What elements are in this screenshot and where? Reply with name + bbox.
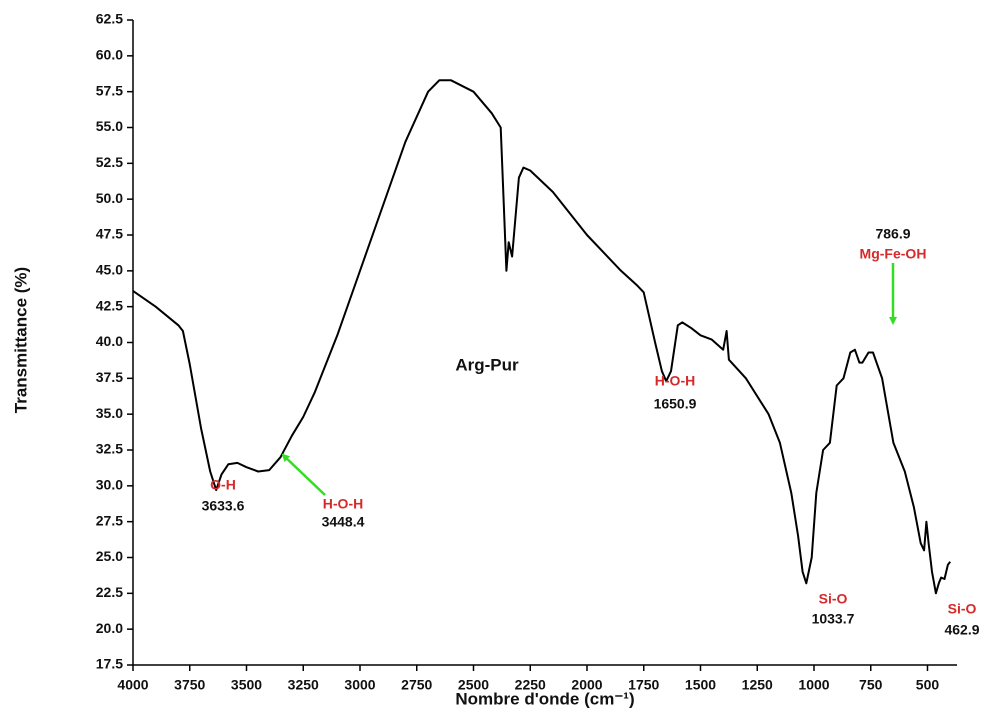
annotation-label: Si-O xyxy=(819,591,848,607)
x-tick-label: 3250 xyxy=(288,677,319,693)
annotation-value: 786.9 xyxy=(875,226,910,242)
y-tick-label: 42.5 xyxy=(96,297,123,313)
annotation-label: H-O-H xyxy=(323,496,363,512)
x-tick-label: 2500 xyxy=(458,677,489,693)
x-tick-label: 750 xyxy=(859,677,883,693)
y-tick-label: 47.5 xyxy=(96,226,123,242)
y-tick-label: 27.5 xyxy=(96,512,123,528)
annotation-value: 1650.9 xyxy=(654,396,697,412)
series-label: Arg-Pur xyxy=(455,355,519,374)
x-tick-label: 1000 xyxy=(798,677,829,693)
annotation-label: H-O-H xyxy=(655,373,695,389)
annotation-value: 1033.7 xyxy=(812,611,855,627)
x-tick-label: 2750 xyxy=(401,677,432,693)
y-tick-label: 60.0 xyxy=(96,47,123,63)
annotation-arrow xyxy=(281,453,326,496)
x-tick-label: 3500 xyxy=(231,677,262,693)
x-tick-label: 3000 xyxy=(344,677,375,693)
y-tick-label: 62.5 xyxy=(96,11,123,27)
y-tick-label: 37.5 xyxy=(96,369,123,385)
y-tick-label: 17.5 xyxy=(96,656,123,672)
x-tick-label: 1250 xyxy=(742,677,773,693)
y-tick-label: 20.0 xyxy=(96,620,123,636)
y-axis-title: Transmittance (%) xyxy=(11,267,30,413)
x-tick-label: 2250 xyxy=(515,677,546,693)
x-axis-title: Nombre d'onde (cm⁻¹) xyxy=(455,689,634,708)
annotation-value: 3448.4 xyxy=(322,514,365,530)
x-tick-label: 1750 xyxy=(628,677,659,693)
y-tick-label: 30.0 xyxy=(96,477,123,493)
y-tick-label: 57.5 xyxy=(96,82,123,98)
annotation-value: 3633.6 xyxy=(202,498,245,514)
x-tick-label: 4000 xyxy=(117,677,148,693)
y-tick-label: 52.5 xyxy=(96,154,123,170)
x-tick-label: 2000 xyxy=(571,677,602,693)
x-tick-label: 500 xyxy=(916,677,940,693)
y-tick-label: 55.0 xyxy=(96,118,123,134)
y-tick-label: 50.0 xyxy=(96,190,123,206)
x-tick-label: 1500 xyxy=(685,677,716,693)
y-tick-label: 22.5 xyxy=(96,584,123,600)
spectrum-line xyxy=(132,79,951,595)
y-tick-label: 25.0 xyxy=(96,548,123,564)
y-tick-label: 45.0 xyxy=(96,262,123,278)
x-tick-label: 3750 xyxy=(174,677,205,693)
annotation-label: Mg-Fe-OH xyxy=(860,246,927,262)
annotation-label: Si-O xyxy=(948,601,977,617)
annotation-value: 462.9 xyxy=(944,622,979,638)
annotation-label: O-H xyxy=(210,477,236,493)
y-tick-label: 32.5 xyxy=(96,441,123,457)
y-tick-label: 40.0 xyxy=(96,333,123,349)
y-tick-label: 35.0 xyxy=(96,405,123,421)
